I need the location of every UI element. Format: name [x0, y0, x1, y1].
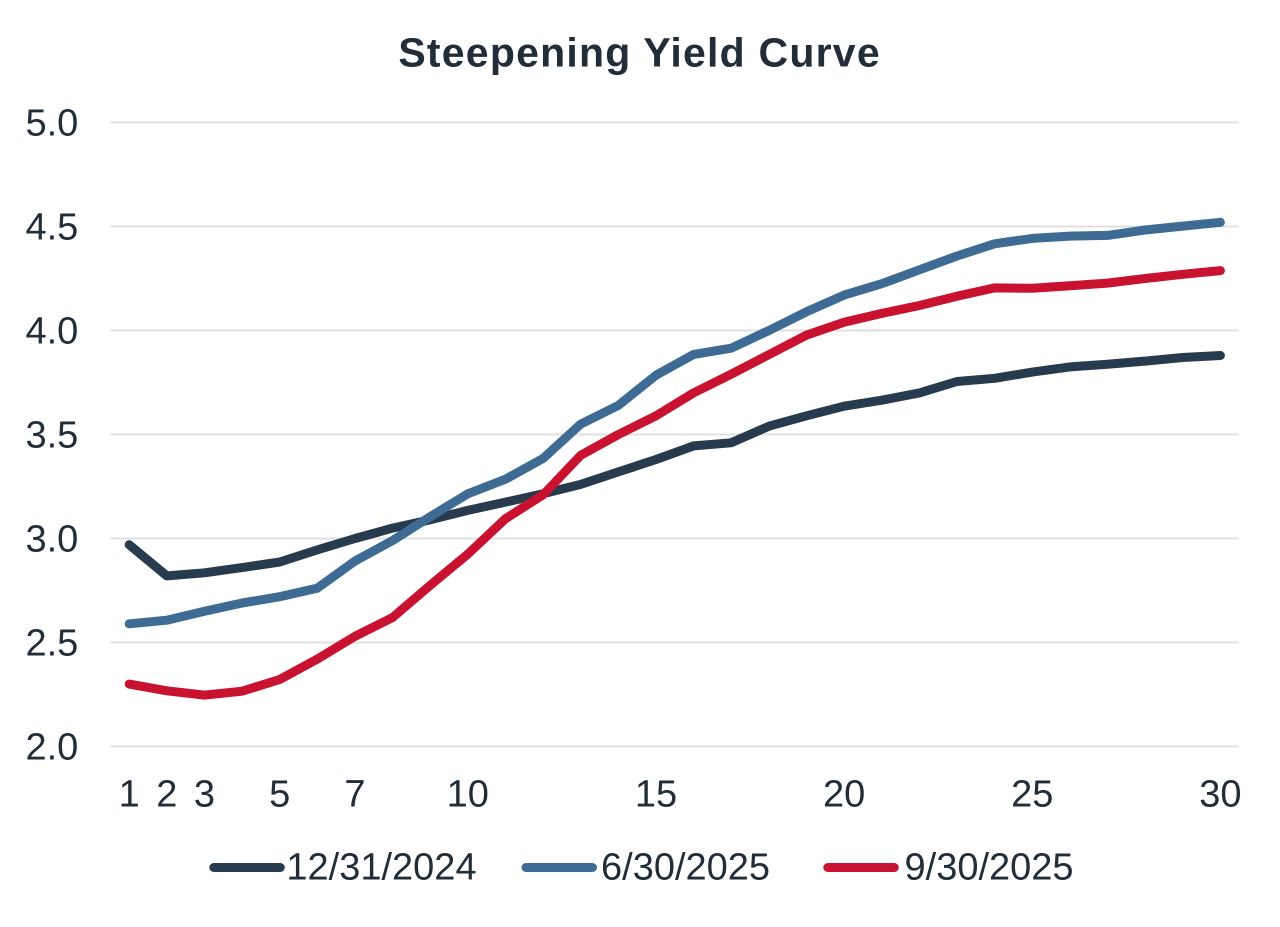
svg-text:6/30/2025: 6/30/2025: [601, 847, 770, 889]
svg-text:12/31/2024: 12/31/2024: [286, 847, 476, 889]
svg-text:1: 1: [119, 774, 140, 816]
svg-text:30: 30: [1199, 774, 1241, 816]
svg-text:3.5: 3.5: [25, 415, 78, 457]
svg-text:20: 20: [823, 774, 865, 816]
svg-text:25: 25: [1011, 774, 1053, 816]
svg-text:10: 10: [447, 774, 489, 816]
svg-text:9/30/2025: 9/30/2025: [905, 847, 1074, 889]
svg-text:5: 5: [269, 774, 290, 816]
svg-text:4.0: 4.0: [25, 311, 78, 353]
svg-text:5.0: 5.0: [25, 103, 78, 145]
svg-text:15: 15: [635, 774, 677, 816]
svg-text:3: 3: [194, 774, 215, 816]
svg-text:2.5: 2.5: [25, 623, 78, 665]
svg-text:2.0: 2.0: [25, 727, 78, 769]
svg-text:2: 2: [156, 774, 177, 816]
svg-text:3.0: 3.0: [25, 519, 78, 561]
svg-text:7: 7: [344, 774, 365, 816]
svg-text:Steepening Yield Curve: Steepening Yield Curve: [398, 30, 881, 76]
svg-text:4.5: 4.5: [25, 207, 78, 249]
